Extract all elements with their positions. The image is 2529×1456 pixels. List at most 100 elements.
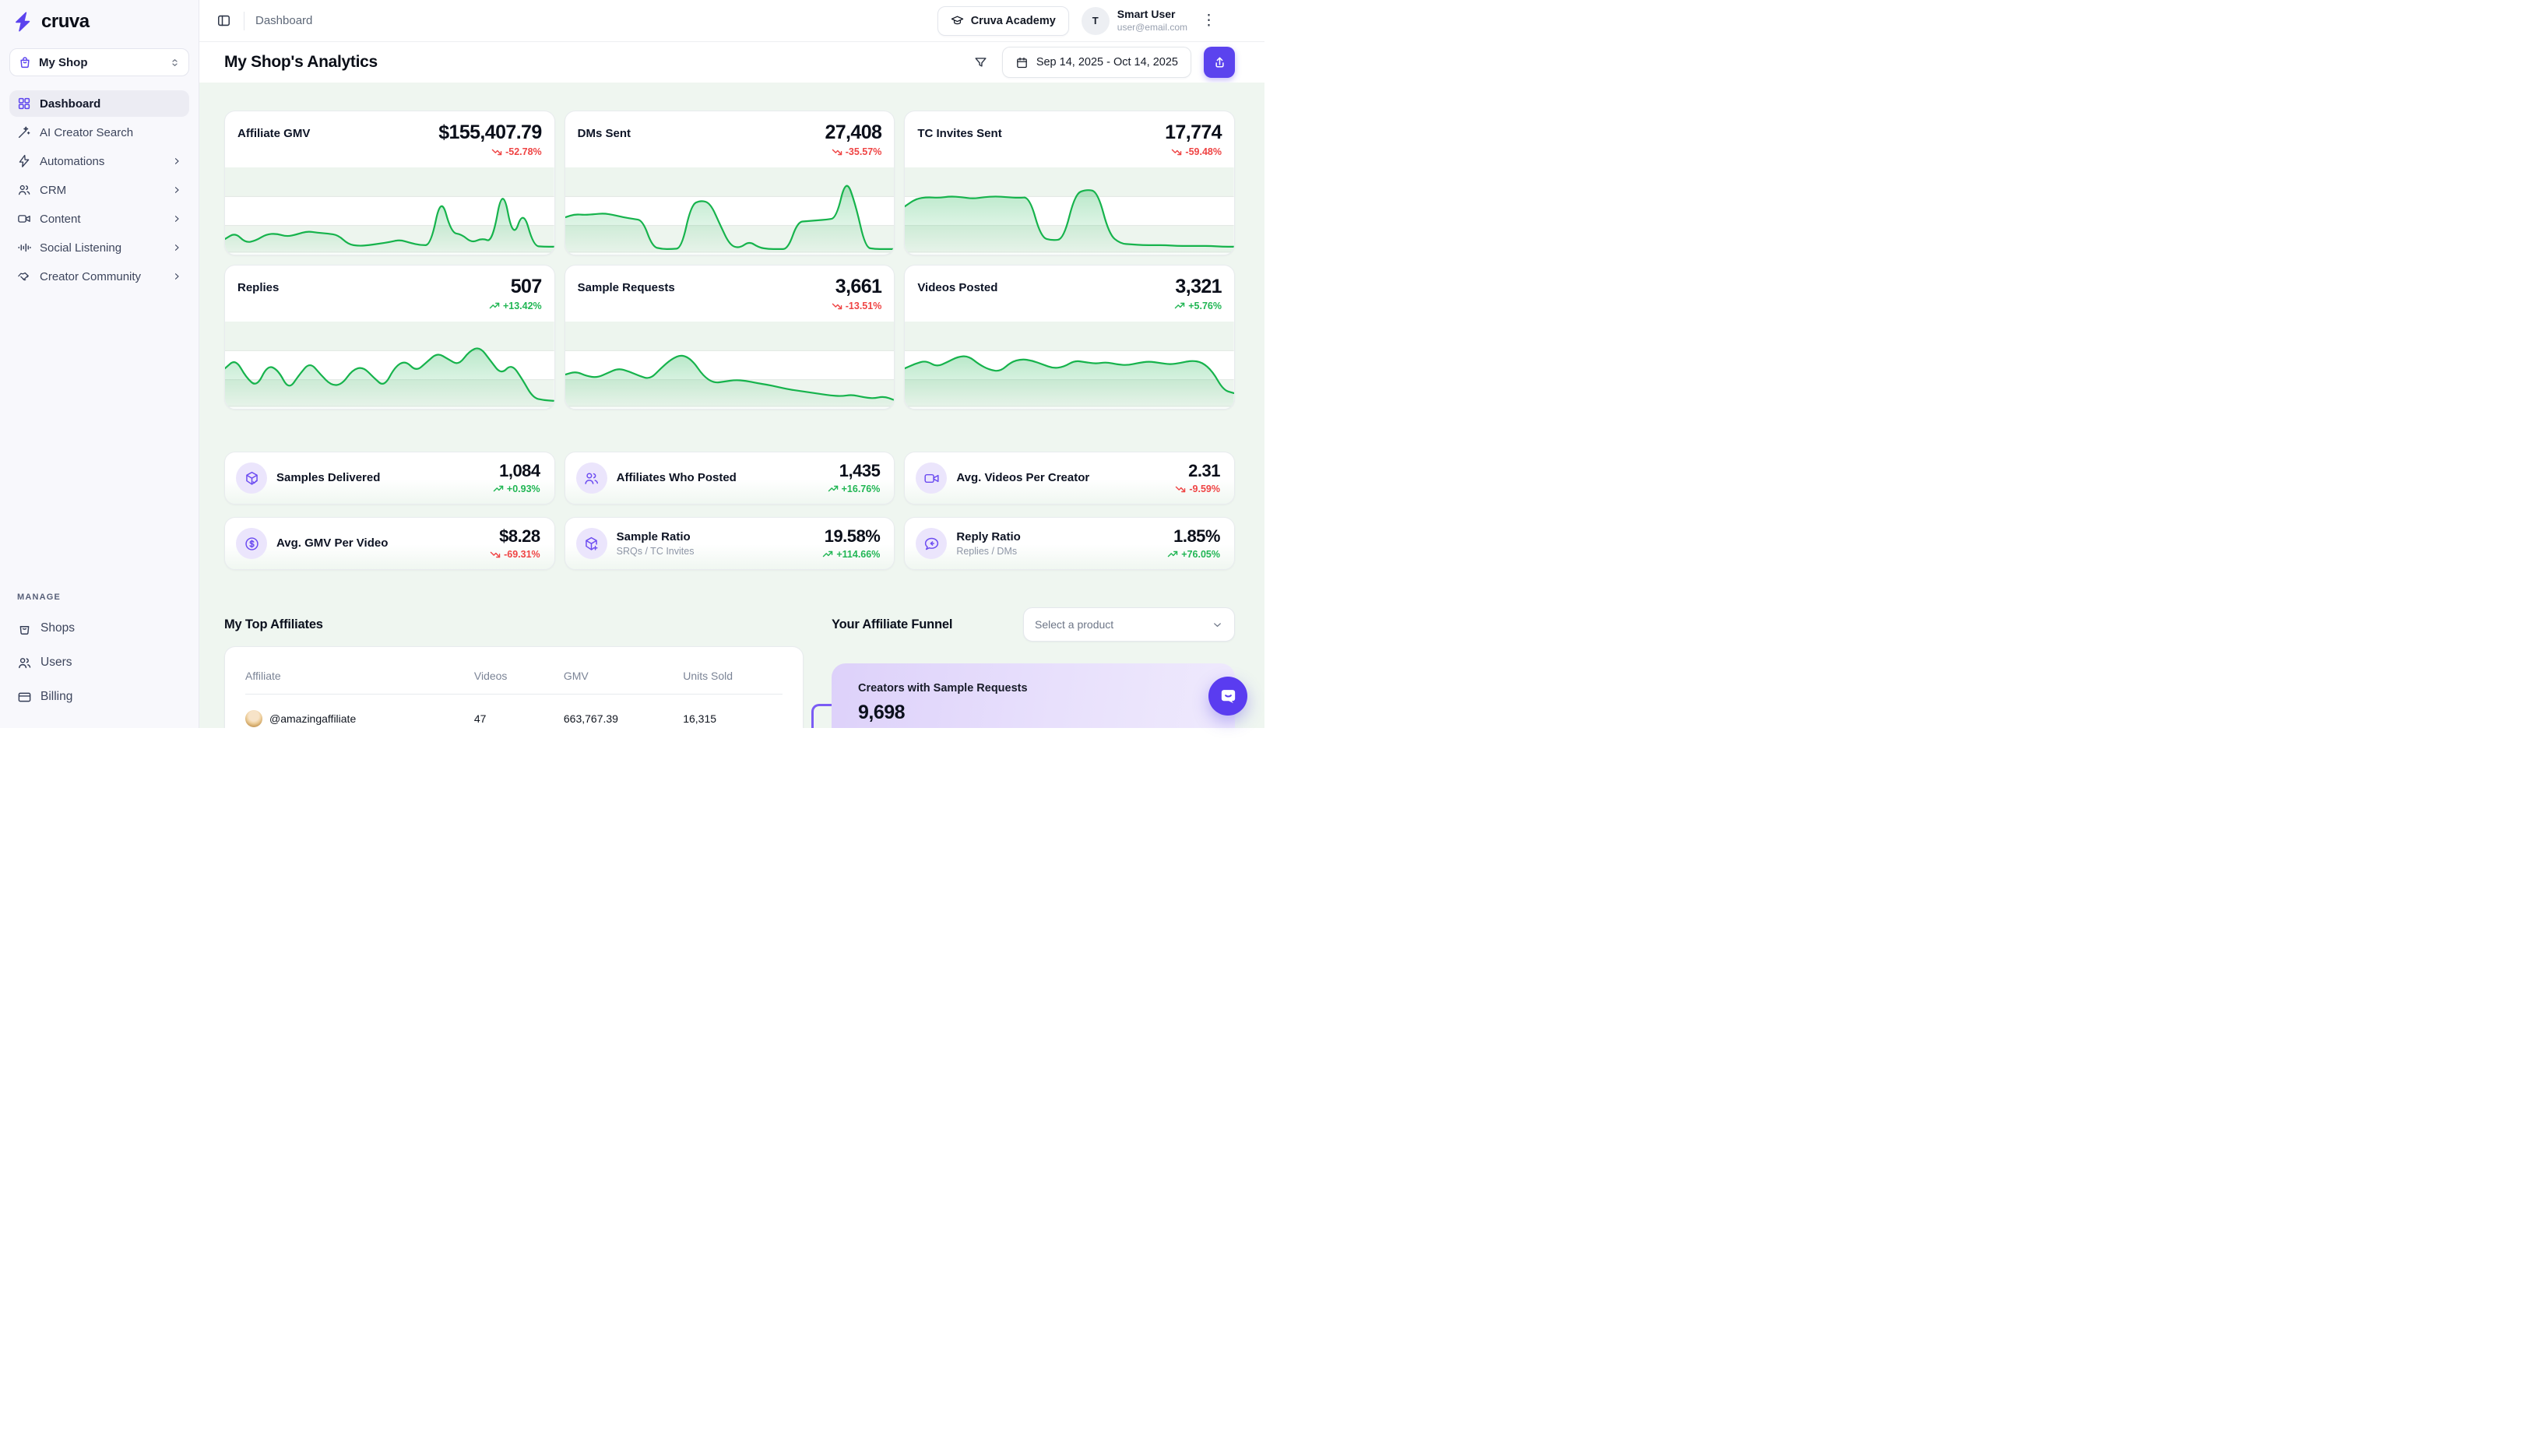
chat-widget-button[interactable] — [1208, 677, 1247, 716]
stat-sublabel: SRQs / TC Invites — [617, 545, 695, 557]
trend-arrow-icon — [491, 146, 502, 157]
sidebar-item-label: Billing — [40, 690, 181, 704]
stat-card-avg-gmv-per-video: Avg. GMV Per Video $8.28 -69.31% — [224, 517, 555, 570]
stat-delta: +16.76% — [828, 484, 881, 494]
cruva-academy-button[interactable]: Cruva Academy — [937, 6, 1069, 36]
chevron-down-icon — [1212, 619, 1223, 631]
stat-card-sample-ratio: Sample Ratio SRQs / TC Invites 19.58% +1… — [565, 517, 895, 570]
app-root: cruva My Shop Dashboard AI Crea — [0, 0, 1264, 728]
affiliate-gmv: 663,767.39 — [564, 712, 683, 725]
user-menu-kebab-icon[interactable]: ⋮ — [1200, 13, 1218, 28]
export-button[interactable] — [1204, 47, 1235, 78]
shop-bag-icon — [17, 621, 32, 636]
sidebar-toggle-button[interactable] — [215, 12, 233, 30]
manage-section: MANAGE Shops Users Billing — [9, 593, 189, 712]
filter-button[interactable] — [972, 54, 990, 72]
sidebar-item-label: AI Creator Search — [40, 126, 181, 139]
credit-card-icon — [17, 690, 32, 705]
sidebar-item-label: Dashboard — [40, 97, 181, 111]
sidebar-item-crm[interactable]: CRM — [9, 177, 189, 203]
sidebar-item-label: CRM — [40, 184, 164, 197]
sidebar-item-label: Social Listening — [40, 241, 164, 255]
sidebar-item-content[interactable]: Content — [9, 206, 189, 232]
user-avatar: T — [1082, 7, 1110, 35]
date-range-label: Sep 14, 2025 - Oct 14, 2025 — [1036, 56, 1178, 69]
sidebar-item-users[interactable]: Users — [9, 647, 189, 678]
product-select[interactable]: Select a product — [1023, 607, 1235, 642]
sparkline-chart — [225, 322, 554, 409]
trend-arrow-icon — [828, 484, 839, 494]
trend-arrow-icon — [490, 549, 501, 560]
shop-selector[interactable]: My Shop — [9, 48, 189, 76]
chat-bubble-icon — [1218, 686, 1239, 707]
stat-label: Avg. GMV Per Video — [276, 536, 388, 551]
handshake-icon — [17, 269, 31, 283]
chart-delta: -52.78% — [491, 146, 542, 157]
chat-reply-icon — [916, 528, 947, 559]
top-affiliates-section: My Top Affiliates Affiliate Videos GMV U… — [224, 607, 804, 728]
sparkline-chart — [905, 322, 1234, 409]
stat-value: 1.85% — [1173, 527, 1220, 546]
calendar-icon — [1015, 56, 1029, 69]
trend-arrow-icon — [832, 301, 842, 311]
sparkline-chart — [905, 167, 1234, 255]
users-icon — [576, 462, 607, 494]
stat-label: Sample Ratio — [617, 529, 695, 545]
user-name: Smart User — [1117, 8, 1187, 22]
stat-delta: +114.66% — [822, 549, 880, 560]
video-camera-icon — [17, 212, 31, 226]
funnel-stage-label: Creators with Sample Requests — [858, 682, 1208, 695]
date-range-picker[interactable]: Sep 14, 2025 - Oct 14, 2025 — [1002, 47, 1191, 78]
user-chip: T Smart User user@email.com — [1082, 7, 1187, 35]
sidebar-item-billing[interactable]: Billing — [9, 681, 189, 712]
column-header-affiliate: Affiliate — [245, 670, 474, 682]
user-email: user@email.com — [1117, 22, 1187, 33]
chevron-right-icon — [172, 157, 181, 166]
sidebar-item-creator-community[interactable]: Creator Community — [9, 263, 189, 290]
table-header-row: Affiliate Videos GMV Units Sold — [245, 658, 783, 694]
cruva-logo-icon — [14, 12, 34, 32]
sidebar-nav: Dashboard AI Creator Search Automations — [9, 90, 189, 290]
stat-sublabel: Replies / DMs — [956, 545, 1021, 557]
affiliate-avatar — [245, 710, 262, 727]
sidebar-item-automations[interactable]: Automations — [9, 148, 189, 174]
audio-waveform-icon — [17, 241, 31, 255]
chart-card-dms-sent: DMs Sent 27,408 -35.57% — [565, 111, 895, 255]
stat-value: 1,435 — [839, 462, 881, 480]
stat-cards-grid: Samples Delivered 1,084 +0.93% — [224, 452, 1235, 570]
top-affiliates-table: Affiliate Videos GMV Units Sold @amazing… — [224, 646, 804, 728]
column-header-videos: Videos — [474, 670, 564, 682]
chart-delta: +13.42% — [489, 301, 542, 311]
sparkline-chart — [225, 167, 554, 255]
stat-label: Reply Ratio — [956, 529, 1021, 545]
trend-arrow-icon — [1174, 301, 1185, 311]
manage-label: MANAGE — [9, 593, 189, 602]
chart-delta: +5.76% — [1174, 301, 1222, 311]
chart-card-tc-invites: TC Invites Sent 17,774 -59.48% — [904, 111, 1235, 255]
sidebar-item-dashboard[interactable]: Dashboard — [9, 90, 189, 117]
chart-title: TC Invites Sent — [917, 122, 1001, 140]
trend-arrow-icon — [489, 301, 500, 311]
stat-delta: -9.59% — [1175, 484, 1220, 494]
stat-label: Avg. Videos Per Creator — [956, 470, 1089, 486]
trend-arrow-icon — [1171, 146, 1182, 157]
stat-card-avg-videos-per-creator: Avg. Videos Per Creator 2.31 -9.59% — [904, 452, 1235, 505]
stat-value: $8.28 — [499, 527, 540, 546]
chart-card-videos-posted: Videos Posted 3,321 +5.76% — [904, 265, 1235, 410]
page-title: My Shop's Analytics — [224, 53, 378, 72]
video-camera-icon — [916, 462, 947, 494]
stat-value: 19.58% — [825, 527, 881, 546]
sidebar-item-social-listening[interactable]: Social Listening — [9, 234, 189, 261]
sidebar-item-label: Shops — [40, 621, 181, 635]
sidebar-item-label: Creator Community — [40, 270, 164, 283]
sidebar-item-label: Automations — [40, 155, 164, 168]
chart-value: 3,321 — [1175, 276, 1222, 298]
table-row[interactable]: @amazingaffiliate 47 663,767.39 16,315 — [245, 695, 783, 728]
trend-arrow-icon — [1175, 484, 1186, 494]
sidebar-item-ai-creator-search[interactable]: AI Creator Search — [9, 119, 189, 146]
affiliate-videos: 47 — [474, 712, 564, 725]
sidebar-item-shops[interactable]: Shops — [9, 613, 189, 644]
magic-wand-icon — [17, 125, 31, 139]
brand-logo: cruva — [9, 9, 189, 34]
chart-value: 27,408 — [825, 122, 881, 144]
